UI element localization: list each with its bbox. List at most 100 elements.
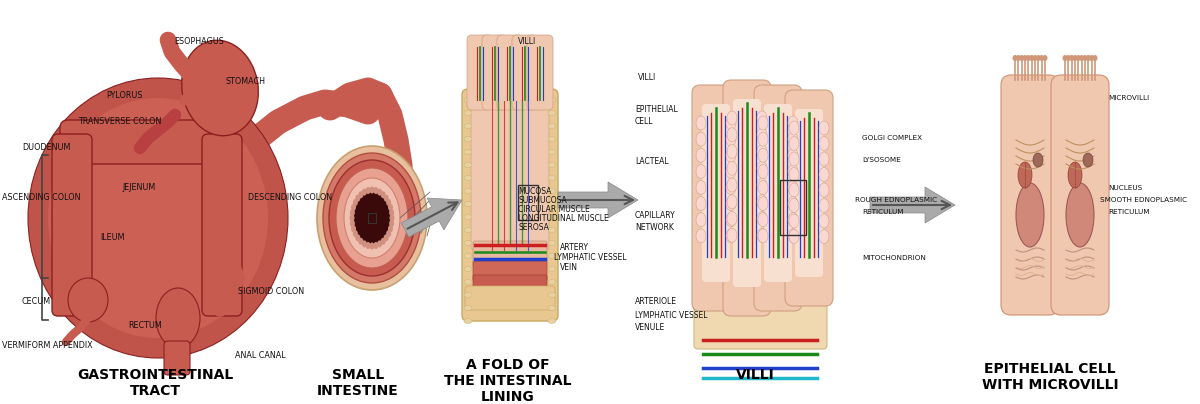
Ellipse shape	[464, 175, 472, 181]
FancyBboxPatch shape	[482, 35, 508, 110]
Text: DUODENUM: DUODENUM	[22, 143, 71, 152]
Ellipse shape	[1073, 55, 1078, 61]
Ellipse shape	[355, 234, 360, 241]
Text: SUBMUCOSA: SUBMUCOSA	[518, 196, 568, 205]
Ellipse shape	[464, 189, 472, 194]
FancyBboxPatch shape	[462, 89, 558, 321]
Ellipse shape	[359, 191, 364, 198]
Ellipse shape	[758, 181, 768, 194]
Ellipse shape	[323, 153, 421, 283]
Text: RETICULUM: RETICULUM	[1108, 209, 1150, 215]
FancyBboxPatch shape	[473, 241, 547, 267]
Ellipse shape	[464, 97, 472, 103]
FancyBboxPatch shape	[473, 261, 547, 281]
Ellipse shape	[548, 189, 556, 194]
Ellipse shape	[1062, 55, 1068, 61]
Ellipse shape	[464, 215, 472, 219]
FancyBboxPatch shape	[473, 275, 547, 293]
Ellipse shape	[788, 164, 798, 179]
Ellipse shape	[1069, 55, 1074, 61]
FancyBboxPatch shape	[764, 104, 792, 282]
Ellipse shape	[818, 152, 829, 166]
Text: ROUGH EDNOPLASMIC: ROUGH EDNOPLASMIC	[854, 197, 937, 203]
Ellipse shape	[464, 253, 472, 259]
Ellipse shape	[758, 164, 768, 179]
Ellipse shape	[758, 132, 768, 146]
Text: SMALL
INTESTINE: SMALL INTESTINE	[317, 368, 398, 398]
Ellipse shape	[790, 183, 799, 197]
Ellipse shape	[757, 161, 767, 175]
Ellipse shape	[696, 213, 706, 227]
Ellipse shape	[548, 292, 556, 297]
Ellipse shape	[1026, 55, 1031, 61]
Ellipse shape	[548, 267, 556, 271]
FancyBboxPatch shape	[60, 120, 236, 164]
FancyBboxPatch shape	[733, 99, 761, 287]
Ellipse shape	[726, 132, 736, 146]
FancyBboxPatch shape	[754, 85, 802, 311]
Ellipse shape	[388, 225, 392, 232]
Ellipse shape	[156, 288, 200, 348]
Ellipse shape	[362, 240, 367, 247]
Ellipse shape	[790, 137, 799, 151]
FancyBboxPatch shape	[466, 286, 554, 310]
Ellipse shape	[389, 209, 394, 216]
Text: ANAL CANAL: ANAL CANAL	[235, 351, 286, 360]
Ellipse shape	[726, 197, 736, 210]
Ellipse shape	[818, 137, 829, 151]
Ellipse shape	[548, 280, 556, 284]
Text: MITOCHONDRION: MITOCHONDRION	[862, 255, 926, 261]
Ellipse shape	[758, 148, 768, 162]
Ellipse shape	[1030, 55, 1034, 61]
Ellipse shape	[349, 215, 354, 221]
Polygon shape	[401, 198, 462, 237]
Ellipse shape	[464, 280, 472, 284]
Ellipse shape	[384, 234, 389, 241]
Ellipse shape	[362, 189, 367, 196]
Ellipse shape	[696, 229, 706, 243]
Ellipse shape	[790, 229, 799, 244]
Ellipse shape	[359, 238, 364, 245]
Text: JEJENUM: JEJENUM	[122, 183, 155, 192]
Ellipse shape	[548, 227, 556, 232]
Ellipse shape	[464, 305, 472, 311]
Text: LONGITUDINAL MUSCLE: LONGITUDINAL MUSCLE	[518, 214, 610, 223]
Text: VERMIFORM APPENDIX: VERMIFORM APPENDIX	[2, 341, 92, 349]
Ellipse shape	[1066, 55, 1070, 61]
Text: NETWORK: NETWORK	[635, 223, 674, 232]
Text: SIGMOID COLON: SIGMOID COLON	[238, 288, 304, 297]
FancyBboxPatch shape	[694, 256, 827, 349]
Ellipse shape	[548, 305, 556, 311]
Text: ESOPHAGUS: ESOPHAGUS	[174, 38, 224, 46]
Ellipse shape	[758, 229, 768, 243]
Text: NUCLEUS: NUCLEUS	[1108, 185, 1142, 191]
Ellipse shape	[377, 240, 382, 247]
Text: ARTERIOLE: ARTERIOLE	[635, 297, 677, 307]
Text: ILEUM: ILEUM	[100, 234, 125, 242]
Ellipse shape	[373, 242, 378, 249]
Ellipse shape	[548, 162, 556, 168]
Text: ASCENDING COLON: ASCENDING COLON	[2, 194, 80, 202]
Ellipse shape	[1079, 55, 1084, 61]
Text: VEIN: VEIN	[560, 263, 578, 273]
Text: STOMACH: STOMACH	[226, 78, 266, 86]
FancyBboxPatch shape	[1051, 75, 1109, 315]
Ellipse shape	[696, 181, 706, 194]
Ellipse shape	[788, 197, 798, 210]
Text: LYMPHATIC VESSEL: LYMPHATIC VESSEL	[554, 253, 626, 263]
Ellipse shape	[727, 128, 737, 142]
Ellipse shape	[548, 97, 556, 103]
Ellipse shape	[790, 198, 799, 213]
Text: CAPILLARY: CAPILLARY	[635, 210, 676, 219]
FancyBboxPatch shape	[202, 134, 242, 316]
Ellipse shape	[464, 111, 472, 116]
Ellipse shape	[757, 178, 767, 192]
Ellipse shape	[1019, 55, 1024, 61]
Text: EPITHELIAL CELL
WITH MICROVILLI: EPITHELIAL CELL WITH MICROVILLI	[982, 362, 1118, 392]
Ellipse shape	[788, 181, 798, 194]
Text: PYLORUS: PYLORUS	[106, 91, 143, 101]
Text: LYSOSOME: LYSOSOME	[862, 157, 901, 163]
Ellipse shape	[464, 318, 472, 324]
Ellipse shape	[1076, 55, 1081, 61]
Text: VENULE: VENULE	[635, 324, 665, 332]
